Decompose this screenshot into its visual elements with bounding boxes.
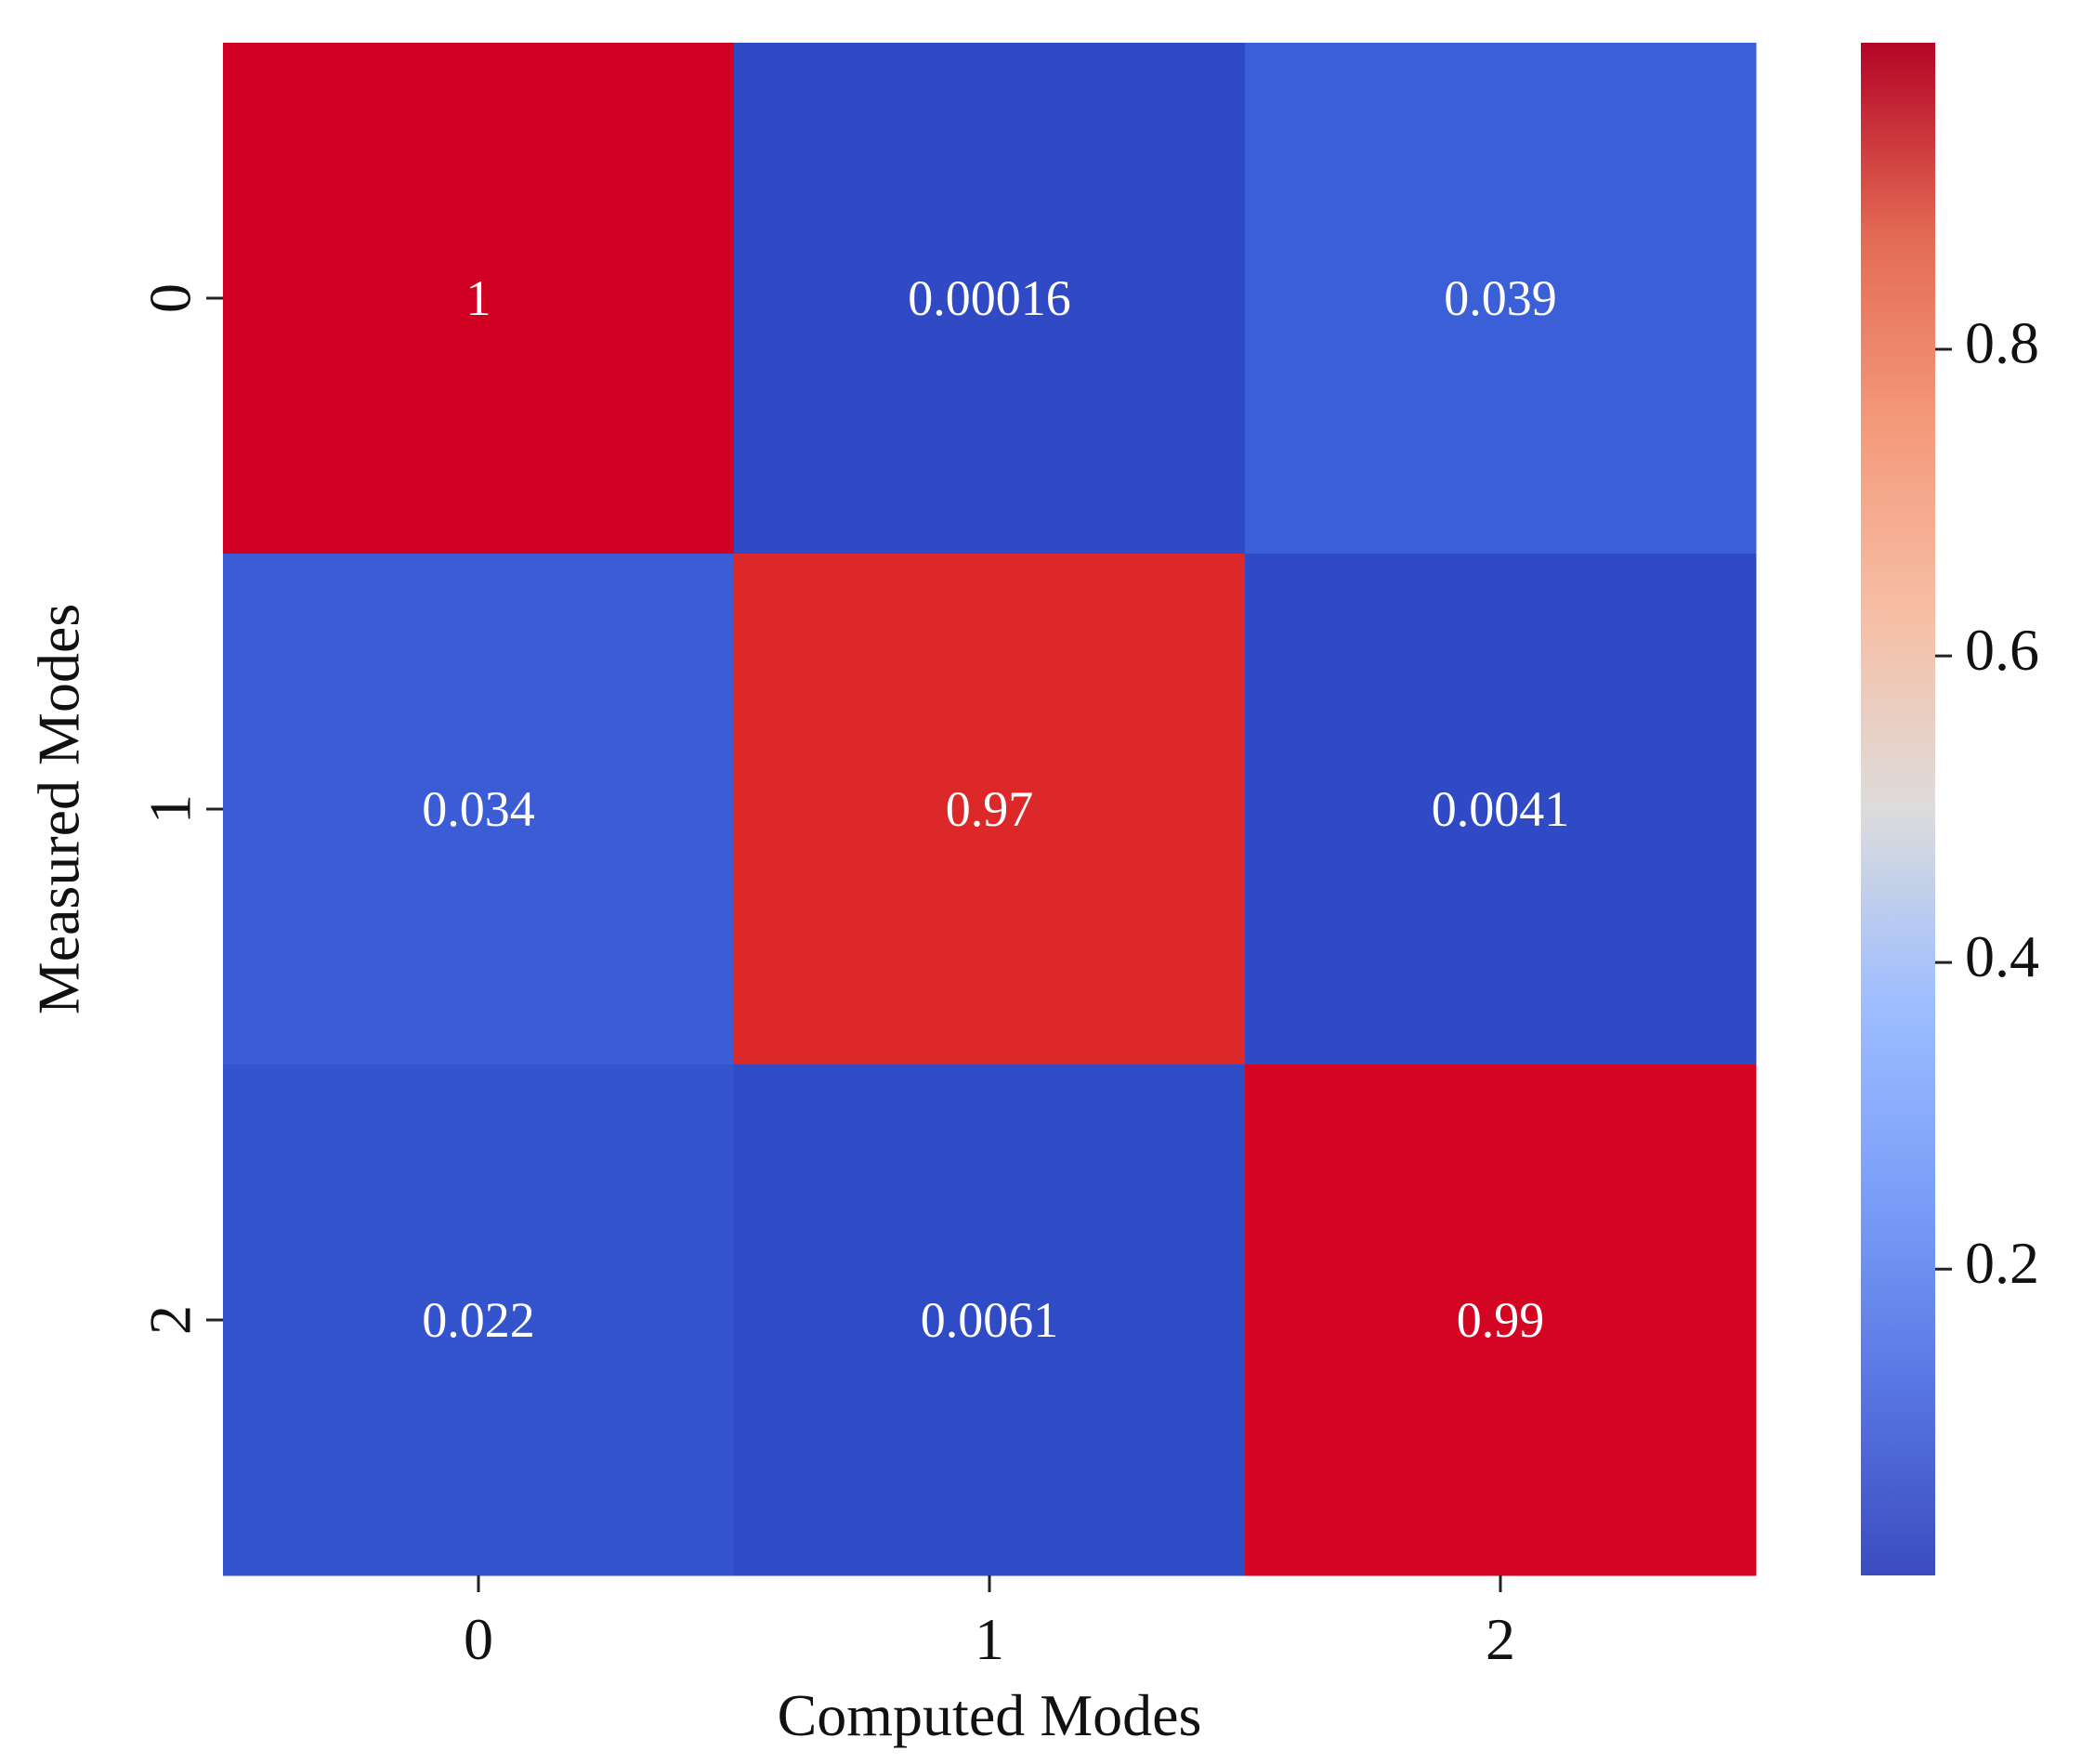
x-tick-label-1: 1: [975, 1606, 1004, 1672]
y-tick-label-0: 0: [137, 283, 203, 313]
cell-annotation-r2-c1: 0.0061: [921, 1292, 1059, 1348]
heatmap-cell-r0-c0: [223, 43, 735, 555]
cell-annotation-r2-c0: 0.022: [422, 1292, 535, 1348]
cell-annotation-r0-c2: 0.039: [1444, 270, 1557, 326]
y-axis-title: Measured Modes: [26, 604, 92, 1015]
colorbar-tick-label: 0.6: [1965, 617, 2039, 683]
x-tick-label-2: 2: [1486, 1606, 1515, 1672]
heatmap-cell-r2-c1: [734, 1065, 1246, 1576]
cell-annotation-r1-c1: 0.97: [946, 781, 1034, 837]
heatmap-cell-r2-c0: [223, 1065, 735, 1576]
colorbar-tick-label: 0.2: [1965, 1230, 2039, 1296]
heatmap-cell-r1-c0: [223, 554, 735, 1065]
cell-annotation-r1-c2: 0.0041: [1432, 781, 1570, 837]
heatmap-cell-r1-c1: [734, 554, 1246, 1065]
heatmap-cell-r2-c2: [1245, 1065, 1757, 1576]
colorbar: 0.2 0.4 0.6 0.8: [1861, 43, 2039, 1575]
colorbar-tick-label: 0.8: [1965, 310, 2039, 376]
cell-annotation-r0-c1: 0.00016: [908, 270, 1071, 326]
y-tick-label-1: 1: [137, 794, 203, 824]
heatmap-cell-r1-c2: [1245, 554, 1757, 1065]
cell-annotation-r1-c0: 0.034: [422, 781, 535, 837]
colorbar-gradient: [1861, 43, 1935, 1575]
y-tick-label-2: 2: [137, 1305, 203, 1335]
x-tick-label-0: 0: [464, 1606, 493, 1672]
cell-annotation-r2-c2: 0.99: [1457, 1292, 1545, 1348]
x-axis-title: Computed Modes: [778, 1682, 1202, 1748]
heatmap-cell-r0-c2: [1245, 43, 1757, 555]
colorbar-tick-label: 0.4: [1965, 923, 2039, 989]
heatmap-cell-r0-c1: [734, 43, 1246, 555]
cell-annotation-r0-c0: 1: [466, 270, 491, 326]
